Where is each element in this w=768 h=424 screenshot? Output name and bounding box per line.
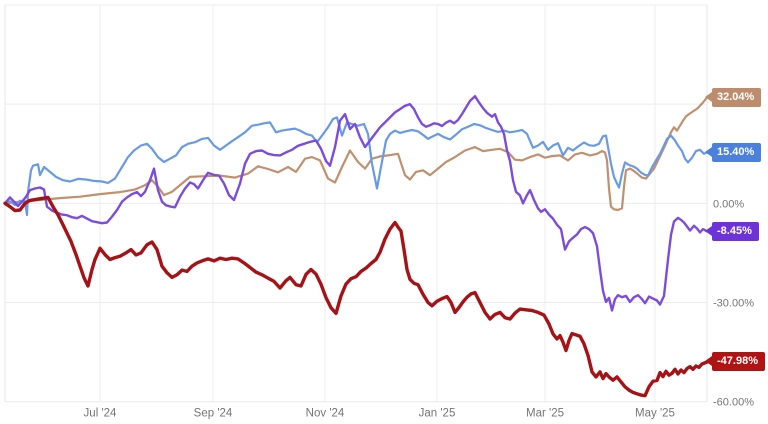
end-value-label-red: -47.98% (717, 355, 758, 368)
svg-text:-30.00%: -30.00% (713, 298, 754, 310)
svg-text:Jan '25: Jan '25 (419, 408, 456, 420)
svg-text:May '25: May '25 (635, 408, 675, 420)
end-value-badge-blue: 15.40% (705, 142, 762, 162)
svg-text:Sep '24: Sep '24 (194, 408, 233, 420)
end-value-label-blue: 15.40% (717, 145, 755, 158)
badge-arrow-icon (705, 225, 712, 236)
svg-text:Nov '24: Nov '24 (306, 408, 345, 420)
end-value-badge-red: -47.98% (705, 352, 765, 372)
svg-text:-60.00%: -60.00% (713, 397, 754, 409)
badge-arrow-icon (705, 146, 712, 157)
svg-text:0.00%: 0.00% (713, 198, 744, 210)
badge-arrow-icon (705, 91, 712, 102)
end-value-badge-brown: 32.04% (705, 87, 762, 107)
svg-text:Mar '25: Mar '25 (526, 408, 564, 420)
svg-text:Jul '24: Jul '24 (84, 408, 117, 420)
end-value-label-purple: -8.45% (717, 224, 752, 237)
end-value-label-brown: 32.04% (717, 90, 755, 103)
badge-arrow-icon (705, 356, 712, 367)
end-value-badge-purple: -8.45% (705, 221, 759, 241)
